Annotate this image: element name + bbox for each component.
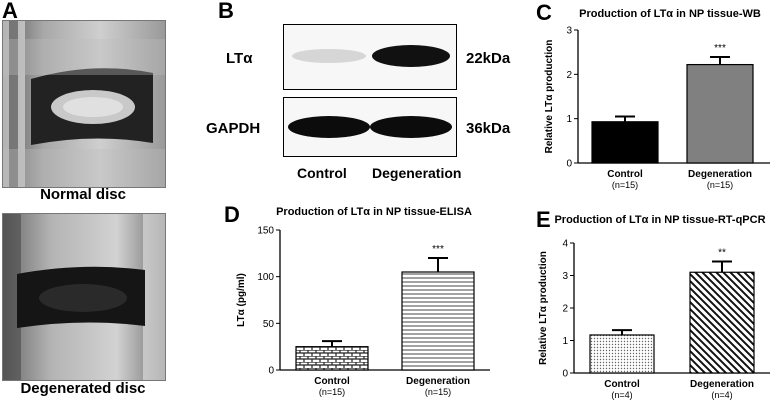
y-tick-label: 3: [562, 271, 568, 282]
y-axis-label: Relative LTα production: [544, 40, 555, 154]
panel-e-letter: E: [536, 207, 551, 232]
normal-disc-caption: Normal disc: [40, 186, 126, 203]
lta-degeneration-band: [372, 45, 450, 67]
chart-title: Production of LTα in NP tissue-ELISA: [276, 206, 472, 218]
lta-kda-label: 22kDa: [466, 50, 511, 67]
y-tick-label: 150: [257, 226, 274, 237]
lane-degeneration-label: Degeneration: [372, 165, 462, 181]
bar-control: [589, 334, 655, 374]
significance-marker: ***: [714, 43, 726, 54]
y-tick-label: 100: [257, 272, 274, 283]
panel-a-letter: A: [2, 0, 18, 23]
y-tick-label: 2: [566, 70, 572, 81]
bar-control: [591, 121, 659, 164]
y-tick-label: 2: [562, 304, 568, 315]
gapdh-control-band: [288, 116, 370, 138]
gapdh-western-blot: [283, 97, 457, 157]
lane-control-label: Control: [297, 165, 347, 181]
x-category-n-label: (n=15): [425, 387, 451, 397]
bar-degeneration: [686, 63, 754, 164]
y-tick-label: 0: [566, 159, 572, 170]
y-tick-label: 0: [562, 369, 568, 380]
x-category-label: Degeneration: [690, 379, 754, 390]
x-category-n-label: (n=15): [612, 180, 638, 190]
x-category-n-label: (n=4): [711, 390, 732, 400]
significance-marker: **: [718, 248, 726, 259]
y-tick-label: 0: [268, 366, 274, 377]
panel-d-letter: D: [224, 202, 240, 227]
significance-marker: ***: [432, 244, 444, 255]
normal-disc-mri-image: [2, 20, 166, 188]
gapdh-degeneration-band: [370, 116, 452, 138]
lta-western-blot: [283, 24, 457, 90]
chart-e-production-rtqpcr: E Production of LTα in NP tissue-RT-qPCR R…: [536, 207, 770, 400]
bar-degeneration: [401, 271, 475, 371]
y-axis-label: LTα (pg/ml): [236, 273, 247, 327]
x-category-n-label: (n=4): [611, 390, 632, 400]
y-tick-label: 3: [566, 26, 572, 37]
x-category-n-label: (n=15): [707, 180, 733, 190]
degenerated-disc-mri-drawing: [3, 214, 165, 380]
lta-control-band: [292, 49, 366, 63]
bar-degeneration: [689, 271, 755, 374]
lta-band-label: LTα: [226, 50, 253, 67]
x-category-label: Degeneration: [688, 169, 752, 180]
x-category-n-label: (n=15): [319, 387, 345, 397]
gapdh-kda-label: 36kDa: [466, 120, 511, 137]
gapdh-band-label: GAPDH: [206, 120, 261, 137]
panel-c-letter: C: [536, 0, 552, 25]
y-axis-label: Relative LTα production: [538, 251, 549, 365]
normal-disc-mri-drawing: [3, 21, 165, 187]
degenerated-disc-mri-image: [2, 213, 166, 381]
chart-c-production-wb: C Production of LTα in NP tissue-WB Relati…: [536, 0, 770, 190]
y-tick-label: 1: [562, 336, 568, 347]
bar-control: [295, 346, 369, 371]
chart-title: Production of LTα in NP tissue-RT-qPCR: [554, 214, 765, 226]
chart-d-production-elisa: D Production of LTα in NP tissue-ELISA LTα…: [224, 202, 490, 397]
chart-title: Production of LTα in NP tissue-WB: [579, 8, 761, 20]
y-tick-label: 1: [566, 114, 572, 125]
y-tick-label: 50: [263, 319, 275, 330]
x-category-label: Control: [314, 376, 350, 387]
x-category-label: Control: [604, 379, 640, 390]
degenerated-disc-caption: Degenerated disc: [20, 380, 146, 397]
y-tick-label: 4: [562, 239, 568, 250]
x-category-label: Control: [607, 169, 643, 180]
panel-b-letter: B: [218, 0, 234, 23]
x-category-label: Degeneration: [406, 376, 470, 387]
